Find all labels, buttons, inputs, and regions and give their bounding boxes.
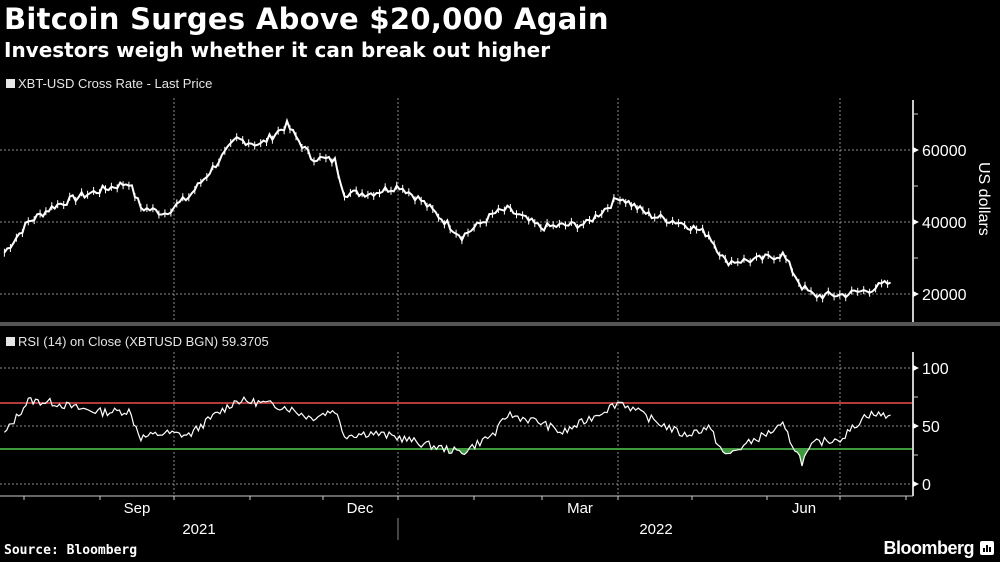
price-tick-40000: 40000 — [922, 215, 967, 232]
legend-swatch-icon — [6, 79, 15, 88]
chart-subtitle: Investors weigh whether it can break out… — [4, 38, 551, 62]
x-axis — [0, 495, 913, 540]
price-y-axis — [912, 100, 918, 322]
price-legend-label: XBT-USD Cross Rate - Last Price — [18, 76, 213, 91]
rsi-legend-label: RSI (14) on Close (XBTUSD BGN) 59.3705 — [18, 334, 269, 349]
x-tick-jun: Jun — [792, 500, 816, 517]
chart-title: Bitcoin Surges Above $20,000 Again — [4, 2, 609, 36]
price-legend: XBT-USD Cross Rate - Last Price — [6, 76, 212, 91]
x-year-2022: 2022 — [639, 521, 672, 538]
rsi-tick-100: 100 — [922, 361, 949, 378]
x-tick-mar: Mar — [567, 500, 593, 517]
x-year-2021: 2021 — [182, 521, 215, 538]
price-series-line — [3, 117, 892, 301]
bloomberg-logo-text: Bloomberg — [883, 538, 974, 558]
rsi-series-line — [3, 396, 891, 467]
legend-swatch-icon — [6, 337, 15, 346]
x-tick-dec: Dec — [347, 500, 374, 517]
price-candles — [3, 125, 889, 303]
price-gridlines — [0, 98, 912, 322]
price-axis-label: US dollars — [975, 162, 992, 236]
price-tick-60000: 60000 — [922, 143, 967, 160]
rsi-tick-0: 0 — [922, 477, 931, 494]
rsi-legend: RSI (14) on Close (XBTUSD BGN) 59.3705 — [6, 334, 269, 349]
x-tick-sep: Sep — [124, 500, 151, 517]
rsi-gridlines — [0, 352, 912, 496]
rsi-tick-50: 50 — [922, 419, 940, 436]
rsi-oversold-fill — [449, 449, 807, 466]
source-note: Source: Bloomberg — [4, 543, 138, 558]
panel-separator[interactable] — [0, 322, 1000, 326]
bloomberg-chart-icon — [980, 541, 994, 555]
price-tick-20000: 20000 — [922, 287, 967, 304]
